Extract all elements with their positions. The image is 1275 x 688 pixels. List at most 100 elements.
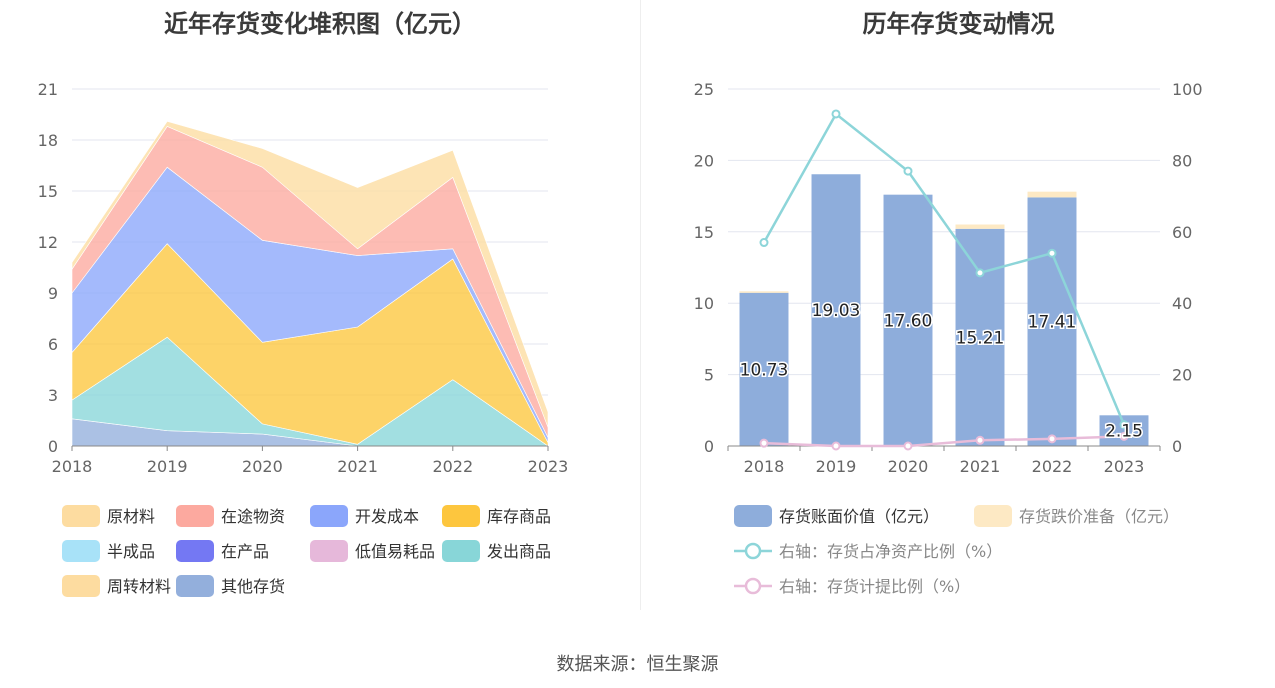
- y2-tick-label: 0: [1172, 437, 1182, 456]
- legend-label: 其他存货: [221, 577, 285, 596]
- legend-swatch: [442, 540, 480, 562]
- legend-item-存货账面价值（亿元）[interactable]: 存货账面价值（亿元）: [734, 505, 939, 527]
- y-tick-label: 10: [694, 294, 714, 313]
- legend-marker: [744, 577, 762, 595]
- legend-label: 周转材料: [107, 577, 171, 596]
- y-tick-label: 0: [704, 437, 714, 456]
- line-provision-ratio-point: [903, 441, 913, 451]
- x-tick-label: 2022: [432, 457, 473, 476]
- bar-data-label: 17.60: [884, 311, 933, 331]
- legend-swatch: [442, 505, 480, 527]
- data-source: 数据来源：恒生聚源: [556, 654, 719, 675]
- legend-label: 低值易耗品: [355, 542, 435, 561]
- bar-book-value: [955, 228, 1005, 446]
- y-tick-label: 12: [38, 233, 58, 252]
- y-tick-label: 0: [48, 437, 58, 456]
- legend-item-低值易耗品[interactable]: 低值易耗品: [310, 540, 435, 562]
- y2-tick-label: 40: [1172, 294, 1192, 313]
- legend-item-右轴：存货占净资产比例（%）[interactable]: 右轴：存货占净资产比例（%）: [734, 542, 1002, 561]
- legend-item-发出商品[interactable]: 发出商品: [442, 540, 551, 562]
- y-tick-label: 3: [48, 386, 58, 405]
- legend-label: 在产品: [221, 542, 269, 561]
- x-tick-label: 2018: [52, 457, 93, 476]
- legend-item-半成品[interactable]: 半成品: [62, 540, 155, 562]
- bar-data-label: 10.73: [740, 360, 789, 380]
- y-tick-label: 9: [48, 284, 58, 303]
- x-tick-label: 2021: [337, 457, 378, 476]
- legend-label: 存货账面价值（亿元）: [779, 507, 939, 526]
- bar-data-label: 2.15: [1105, 421, 1143, 441]
- line-provision-ratio-point: [831, 441, 841, 451]
- legend-label: 右轴：存货占净资产比例（%）: [779, 542, 1002, 561]
- legend-swatch: [176, 540, 214, 562]
- y-tick-label: 15: [38, 182, 58, 201]
- x-tick-label: 2019: [147, 457, 188, 476]
- legend-swatch: [974, 505, 1012, 527]
- bar-provision: [955, 224, 1005, 229]
- y-tick-label: 25: [694, 80, 714, 99]
- legend-swatch: [62, 540, 100, 562]
- y-tick-label: 18: [38, 131, 58, 150]
- legend-swatch: [176, 505, 214, 527]
- x-tick-label: 2022: [1032, 457, 1073, 476]
- legend-item-周转材料[interactable]: 周转材料: [62, 575, 171, 597]
- y-tick-label: 15: [694, 223, 714, 242]
- line-provision-ratio-point: [1047, 434, 1057, 444]
- legend-swatch: [734, 505, 772, 527]
- panel-divider: [640, 0, 641, 610]
- x-tick-label: 2019: [816, 457, 857, 476]
- x-tick-label: 2021: [960, 457, 1001, 476]
- legend-label: 原材料: [107, 507, 155, 526]
- bar-line-chart: 0 5 10 15 20 25 0 20 40 60 80 100 2018 2019 2020 2021 20…: [694, 80, 1203, 596]
- y2-tick-label: 80: [1172, 151, 1192, 170]
- right-chart-title: 历年存货变动情况: [862, 10, 1055, 38]
- bar-data-label: 19.03: [812, 301, 861, 321]
- y-tick-label: 20: [694, 151, 714, 170]
- x-tick-label: 2023: [1104, 457, 1145, 476]
- legend-swatch: [62, 505, 100, 527]
- bar-provision: [739, 291, 789, 293]
- legend-item-库存商品[interactable]: 库存商品: [442, 505, 551, 527]
- y-tick-label: 21: [38, 80, 58, 99]
- legend-label: 存货跌价准备（亿元）: [1019, 507, 1179, 526]
- line-inventory-ratio-point: [831, 109, 841, 119]
- line-inventory-ratio: [762, 112, 1126, 426]
- bar-book-value: [811, 174, 861, 447]
- line-provision-ratio: [763, 435, 1125, 448]
- x-tick-label: 2020: [888, 457, 929, 476]
- stacked-area-chart: 0369121518212018 2019 2020 2021 2022 2023原材料在…: [38, 80, 569, 597]
- legend-swatch: [310, 505, 348, 527]
- line-inventory-ratio-point: [1047, 248, 1057, 258]
- legend-label: 右轴：存货计提比例（%）: [779, 577, 970, 596]
- y2-tick-label: 20: [1172, 366, 1192, 385]
- y2-tick-label: 100: [1172, 80, 1203, 99]
- legend-swatch: [310, 540, 348, 562]
- bar-data-label: 15.21: [956, 328, 1005, 348]
- area-series-原材料: [71, 120, 549, 428]
- y2-tick-label: 60: [1172, 223, 1192, 242]
- bar-book-value: [883, 194, 933, 446]
- legend-item-存货跌价准备（亿元）[interactable]: 存货跌价准备（亿元）: [974, 505, 1179, 527]
- bar-provision: [1027, 191, 1077, 198]
- legend-item-右轴：存货计提比例（%）[interactable]: 右轴：存货计提比例（%）: [734, 577, 970, 596]
- legend-item-其他存货[interactable]: 其他存货: [176, 575, 285, 597]
- bar-data-label: 17.41: [1028, 313, 1077, 333]
- legend-item-开发成本[interactable]: 开发成本: [310, 505, 419, 527]
- legend-item-在产品[interactable]: 在产品: [176, 540, 269, 562]
- line-inventory-ratio-point: [903, 166, 913, 176]
- stacked-area-panel: 近年存货变化堆积图（亿元） 0 3 6 9 12 15 18 21 2018 2019 2020 20…: [0, 0, 640, 610]
- bar-book-value: [1027, 197, 1077, 446]
- y-tick-label: 5: [704, 366, 714, 385]
- line-provision-ratio-point: [1119, 431, 1129, 441]
- line-inventory-ratio-point: [759, 238, 769, 248]
- legend-swatch: [176, 575, 214, 597]
- bar-line-panel: 历年存货变动情况 0 5 10 15 20 25 0 20 40 60 80 100 2018 2019 2…: [642, 0, 1275, 610]
- legend-label: 开发成本: [355, 507, 419, 526]
- legend-item-原材料[interactable]: 原材料: [62, 505, 155, 527]
- x-tick-label: 2023: [528, 457, 569, 476]
- legend-item-在途物资[interactable]: 在途物资: [176, 505, 285, 527]
- bar-book-value: [739, 292, 789, 446]
- legend-label: 半成品: [107, 542, 155, 561]
- legend-label: 库存商品: [487, 507, 551, 526]
- legend-label: 发出商品: [487, 542, 551, 561]
